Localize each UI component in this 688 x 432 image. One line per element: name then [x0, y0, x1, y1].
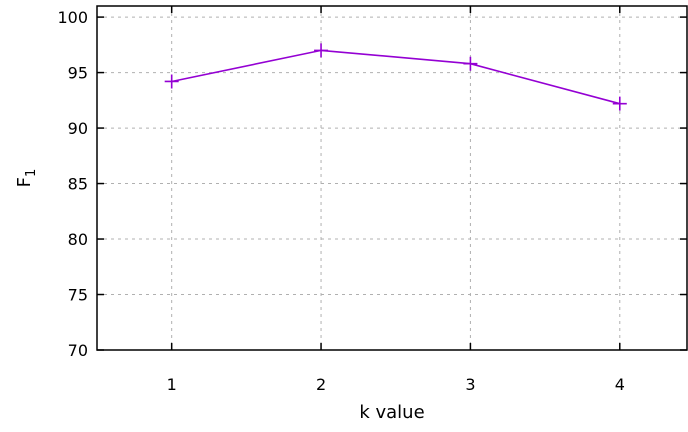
- data-point-marker: [463, 56, 478, 71]
- y-tick-label: 100: [57, 8, 88, 27]
- y-tick-label: 95: [68, 64, 88, 83]
- x-tick-label: 2: [316, 375, 326, 394]
- y-tick-label: 75: [68, 286, 88, 305]
- x-tick-label: 3: [465, 375, 475, 394]
- y-tick-label: 70: [68, 341, 88, 360]
- y-tick-label: 80: [68, 230, 88, 249]
- data-point-marker: [612, 96, 627, 111]
- plot-frame: [96, 5, 688, 351]
- ticks: 70 75 80 85 90 95 100 1 2 3 4: [57, 6, 687, 394]
- x-axis-label: k value: [359, 402, 424, 423]
- y-axis-label: F1: [14, 169, 39, 188]
- data-point-marker: [314, 43, 329, 58]
- data-point-marker: [164, 74, 179, 89]
- x-tick-label: 4: [615, 375, 625, 394]
- series-line: [171, 49, 621, 105]
- series: [164, 43, 627, 111]
- y-axis-label-subscript: 1: [24, 169, 39, 177]
- y-tick-label: 85: [68, 175, 88, 194]
- y-axis-label-base: F: [14, 177, 35, 187]
- grid: [97, 6, 687, 350]
- x-tick-label: 1: [167, 375, 177, 394]
- y-tick-label: 90: [68, 119, 88, 138]
